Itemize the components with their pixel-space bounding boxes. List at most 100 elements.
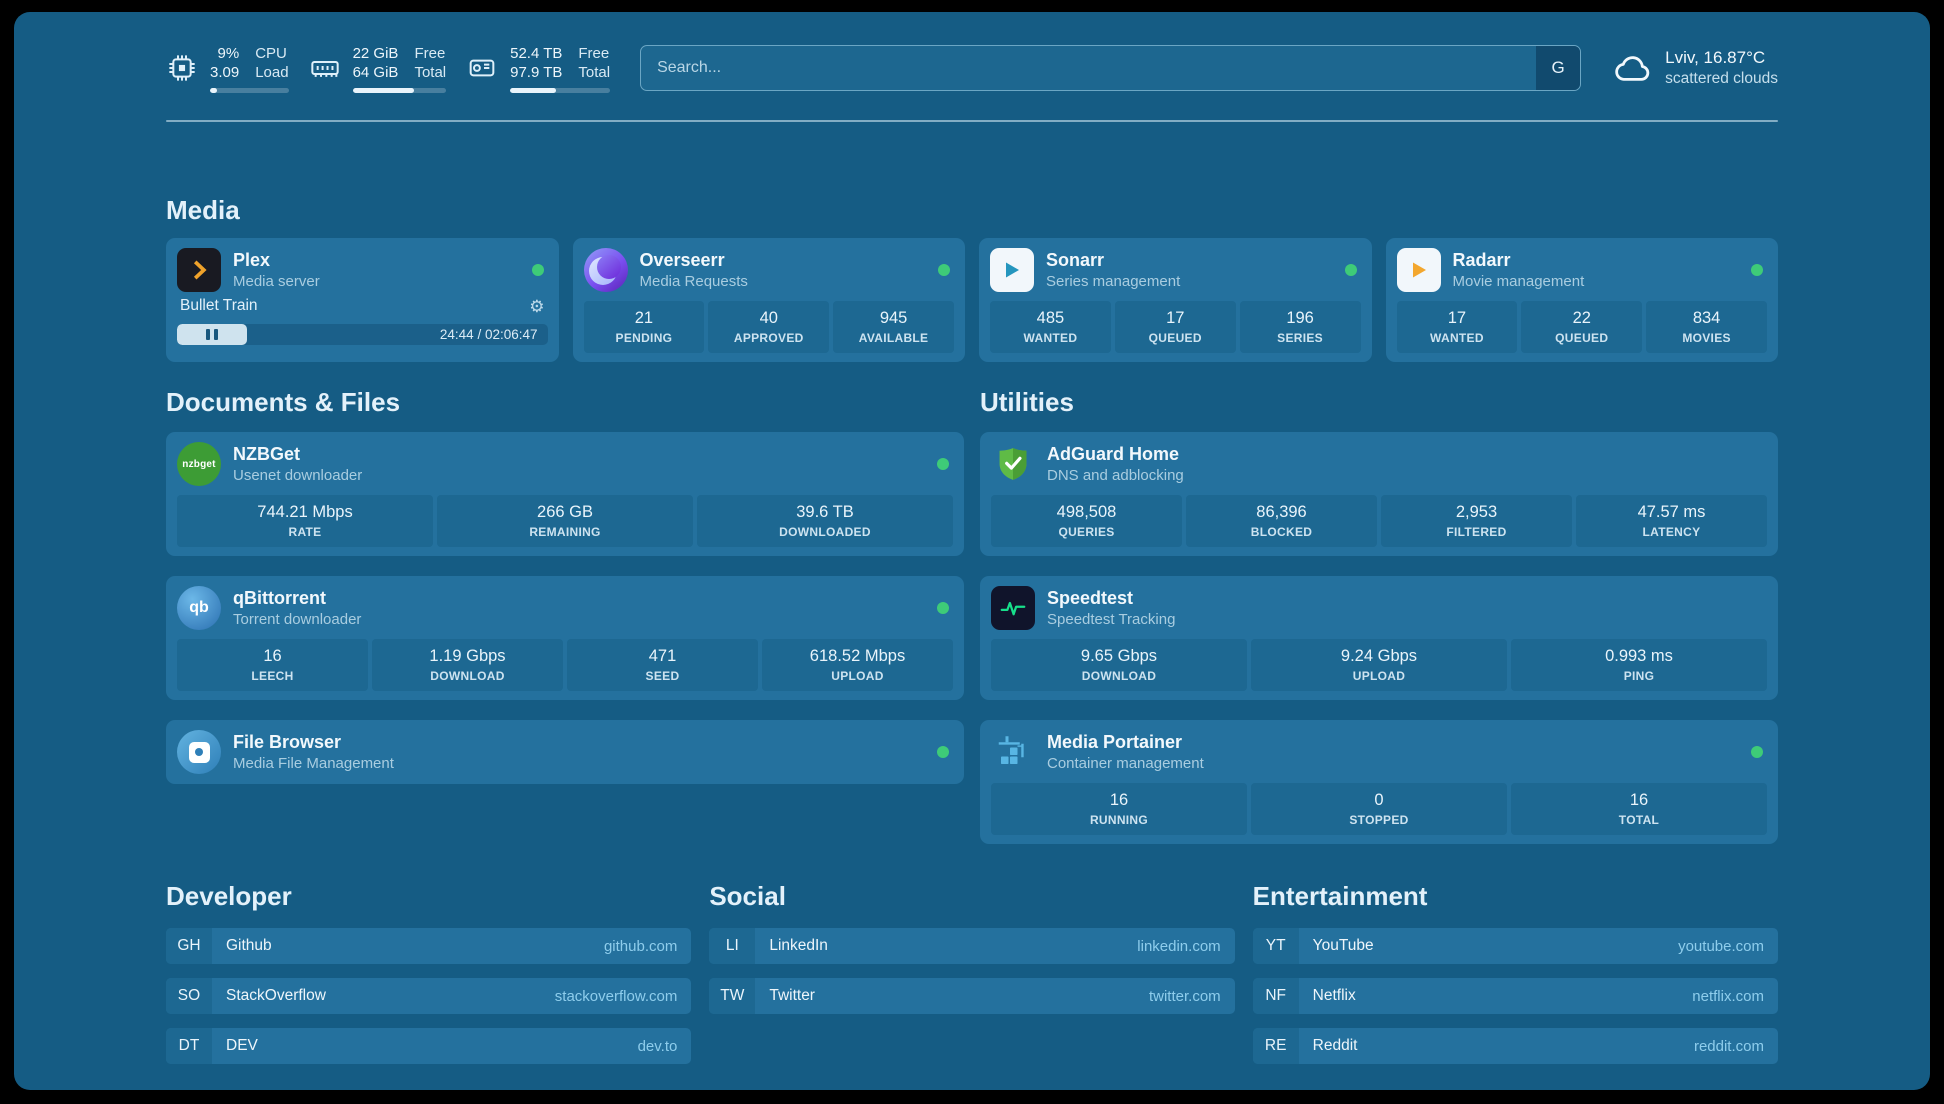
section-title-entertainment: Entertainment [1252,881,1428,911]
stat-label: DOWNLOADED [779,525,871,539]
service-link-speedtest[interactable]: Speedtest Speedtest Tracking [991,585,1767,631]
cpu-progress-track [210,87,289,93]
service-name: Overseerr [639,250,725,270]
stat-box: 485 WANTED [990,301,1111,353]
cpu-widget: 9% 3.09 CPU Load [166,44,289,93]
search-input[interactable] [640,45,1582,91]
stat-box: 17 WANTED [1396,301,1518,353]
stat-label: APPROVED [733,331,804,345]
media-progress-bar[interactable]: 24:44 / 02:06:47 [177,324,548,345]
stat-value: 17 [1166,309,1185,327]
cloud-icon [1611,47,1653,89]
service-link-filebrowser[interactable]: File Browser Media File Management [177,729,953,775]
stat-value: 47.57 ms [1637,503,1706,521]
service-card-qbittorrent: qb qBittorrent Torrent downloader 16 LEE… [166,576,964,700]
bookmark-name: LinkedIn [769,937,828,954]
stat-value: 834 [1692,309,1721,327]
radarr-icon [1396,248,1441,292]
cpu-percent: 9% [217,44,240,62]
stat-label: LATENCY [1642,525,1701,539]
status-dot [938,264,950,276]
stat-value: 16 [1109,791,1129,809]
nzbget-icon-text: nzbget [182,458,216,470]
stat-label: QUEUED [1148,331,1202,345]
portainer-icon [991,730,1035,774]
stat-box: 16 TOTAL [1511,783,1767,835]
weather-condition: scattered clouds [1665,70,1778,87]
bookmark-row-twitter[interactable]: TW Twitter twitter.com [709,978,1235,1014]
memory-label-total: Total [414,63,447,81]
stat-value: 39.6 TB [796,503,854,521]
stat-label: TOTAL [1618,813,1660,827]
weather-text: Lviv, 16.87°C scattered clouds [1665,47,1778,89]
service-stats: 498,508 QUERIES 86,396 BLOCKED 2,953 FIL… [991,495,1767,547]
bookmark-abbr: TW [709,978,756,1014]
service-name: Radarr [1452,250,1511,270]
service-link-portainer[interactable]: Media Portainer Container management [991,729,1767,775]
stat-box: 471 SEED [567,639,758,691]
stat-value: 498,508 [1056,503,1117,521]
qbittorrent-icon: qb [177,586,221,630]
service-link-qbittorrent[interactable]: qb qBittorrent Torrent downloader [177,585,953,631]
service-description: Media server [233,273,320,290]
bookmark-row-youtube[interactable]: YT YouTube youtube.com [1252,928,1778,964]
stat-value: 0.993 ms [1605,647,1673,665]
dashboard-panel: 9% 3.09 CPU Load [14,12,1930,1090]
pause-icon [214,329,219,340]
service-link-radarr[interactable]: Radarr Movie management [1396,247,1768,293]
bookmark-row-netflix[interactable]: NF Netflix netflix.com [1252,978,1778,1014]
bookmark-row-stackoverflow[interactable]: SO StackOverflow stackoverflow.com [166,978,692,1014]
bookmark-group-developer: Developer GH Github github.com SO StackO… [166,880,692,1064]
bookmark-url: linkedin.com [1137,937,1221,955]
memory-total: 64 GiB [352,63,399,81]
stat-label: AVAILABLE [858,331,929,345]
stat-value: 9.65 Gbps [1080,647,1158,665]
cpu-progress-fill [210,87,218,93]
stat-label: SEED [645,669,680,683]
stat-label: SERIES [1277,331,1323,345]
bookmark-url: dev.to [637,1037,678,1055]
bookmark-row-linkedin[interactable]: LI LinkedIn linkedin.com [709,928,1235,964]
stat-label: WANTED [1023,331,1078,345]
status-dot [1344,264,1357,276]
bookmark-row-dev[interactable]: DT DEV dev.to [166,1028,692,1064]
disk-progress-track [510,87,611,93]
filebrowser-icon [177,730,221,774]
service-stats: 485 WANTED 17 QUEUED 196 SERIES [990,301,1361,353]
now-playing-title: Bullet Train [180,297,258,314]
service-link-overseerr[interactable]: Overseerr Media Requests [583,247,955,293]
section-title-social: Social [709,881,786,911]
service-link-nzbget[interactable]: nzbget NZBGet Usenet downloader [177,441,953,487]
bookmark-row-reddit[interactable]: RE Reddit reddit.com [1252,1028,1778,1064]
stat-box: 47.57 ms LATENCY [1576,495,1767,547]
stat-label: QUERIES [1058,525,1115,539]
stat-value: 16 [263,647,282,665]
service-name: qBittorrent [233,588,326,608]
service-link-adguard[interactable]: AdGuard Home DNS and adblocking [991,441,1767,487]
stat-label: QUEUED [1555,331,1609,345]
media-card-grid: Plex Media server Bullet Train ⚙ 24:44 /… [166,238,1778,362]
widget-settings-icon[interactable]: ⚙ [529,296,545,316]
service-description: Torrent downloader [233,611,362,628]
service-card-overseerr: Overseerr Media Requests 21 PENDING 40 A… [572,238,965,362]
stat-box: 17 QUEUED [1114,301,1236,353]
bookmark-url: netflix.com [1692,987,1764,1005]
stat-box: 22 QUEUED [1521,301,1643,353]
stat-label: PENDING [615,331,673,345]
stat-label: FILTERED [1446,525,1507,539]
service-link-plex[interactable]: Plex Media server [177,247,548,293]
service-name: Plex [233,250,271,270]
disk-icon [466,52,498,84]
stat-value: 1.19 Gbps [429,647,506,665]
bookmark-row-github[interactable]: GH Github github.com [166,928,692,964]
service-card-speedtest: Speedtest Speedtest Tracking 9.65 Gbps D… [980,576,1778,700]
service-link-sonarr[interactable]: Sonarr Series management [990,247,1361,293]
search-provider-button[interactable]: G [1536,46,1581,90]
status-dot [1751,746,1763,758]
section-title-developer: Developer [166,881,292,911]
stat-label: DOWNLOAD [1081,669,1157,683]
bookmarks-section: Developer GH Github github.com SO StackO… [166,880,1778,1064]
stat-box: 945 AVAILABLE [833,301,954,353]
stat-value: 618.52 Mbps [809,647,906,665]
bookmark-name: Netflix [1312,987,1356,1004]
